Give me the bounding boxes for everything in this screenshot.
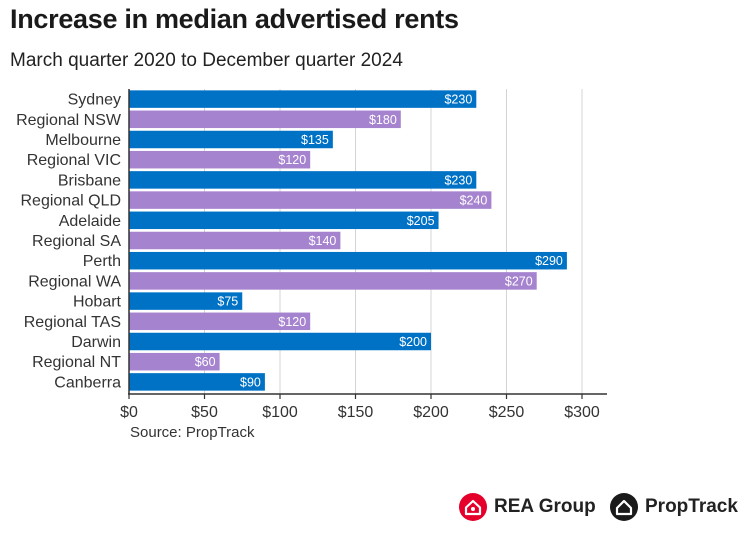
bar-hobart (129, 292, 243, 310)
value-label: $135 (301, 133, 329, 147)
category-label: Brisbane (58, 172, 121, 189)
chart-title: Increase in median advertised rents (10, 4, 459, 34)
rea-house-icon (459, 493, 487, 521)
rea-group-logo: REA Group (458, 492, 596, 522)
value-label: $205 (407, 214, 435, 228)
rea-group-logo-text: REA Group (494, 496, 596, 517)
x-tick-label: $150 (338, 404, 374, 421)
bar-canberra (129, 373, 265, 391)
proptrack-logo: PropTrack (609, 492, 738, 522)
bar-darwin (129, 332, 431, 351)
bar-regional-tas (129, 312, 311, 331)
x-tick-label: $50 (191, 404, 218, 421)
x-tick-label: $200 (413, 404, 449, 421)
bar-regional-sa (129, 231, 341, 250)
category-label: Adelaide (59, 213, 121, 230)
x-tick-label: $300 (564, 404, 600, 421)
bar-regional-wa (129, 272, 537, 290)
value-label: $120 (278, 315, 306, 329)
category-label: Perth (83, 253, 121, 270)
proptrack-house-icon (610, 493, 638, 521)
x-tick-label: $100 (262, 404, 298, 421)
bar-perth (129, 251, 567, 270)
category-label: Hobart (73, 294, 122, 311)
bar-sydney (129, 90, 477, 108)
value-label: $200 (399, 335, 427, 349)
category-label: Regional QLD (21, 193, 122, 210)
category-label: Sydney (68, 92, 121, 109)
value-label: $230 (444, 173, 472, 187)
bar-regional-nt (129, 352, 220, 371)
value-label: $75 (217, 295, 238, 309)
value-label: $120 (278, 153, 306, 167)
bar-adelaide (129, 211, 439, 230)
category-label: Melbourne (45, 132, 121, 149)
value-label: $140 (309, 234, 337, 248)
value-label: $180 (369, 113, 397, 127)
bar-brisbane (129, 171, 477, 189)
value-label: $290 (535, 254, 563, 268)
category-label: Regional SA (32, 233, 121, 250)
x-tick-label: $0 (120, 404, 138, 421)
category-label: Regional TAS (24, 314, 121, 331)
value-label: $90 (240, 375, 261, 389)
bar-regional-vic (129, 150, 311, 169)
chart-subtitle: March quarter 2020 to December quarter 2… (10, 50, 403, 71)
bar-regional-nsw (129, 110, 401, 129)
x-tick-label: $250 (489, 404, 525, 421)
bar-regional-qld (129, 191, 492, 209)
category-label: Canberra (54, 374, 121, 391)
category-label: Regional VIC (27, 152, 121, 169)
bar-melbourne (129, 130, 333, 149)
value-label: $240 (460, 194, 488, 208)
proptrack-logo-text: PropTrack (645, 496, 738, 517)
value-label: $230 (444, 93, 472, 107)
value-label: $270 (505, 274, 533, 288)
category-label: Darwin (71, 334, 121, 351)
category-label: Regional NSW (16, 112, 122, 129)
source-note: Source: PropTrack (130, 424, 255, 441)
value-label: $60 (195, 355, 216, 369)
category-label: Regional WA (28, 273, 121, 290)
category-label: Regional NT (32, 354, 121, 371)
